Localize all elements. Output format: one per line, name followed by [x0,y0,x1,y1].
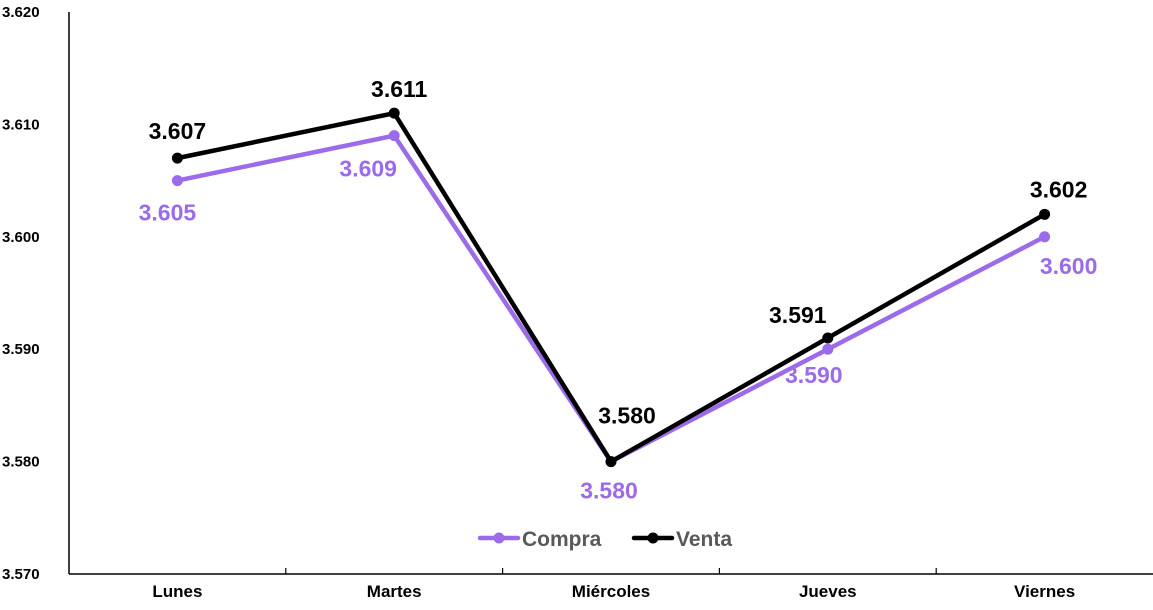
data-point-compra [388,130,400,142]
data-point-compra [1039,231,1051,243]
x-tick-label: Viernes [1014,582,1075,601]
legend-label: Compra [522,528,602,551]
data-point-venta [605,456,617,468]
legend-swatch-marker [493,532,505,544]
x-tick-label: Jueves [799,582,857,601]
x-tick-label: Martes [367,582,422,601]
series-lines [171,107,1051,468]
y-tick-label: 3.590 [2,341,40,358]
legend: Compra Venta [477,528,732,551]
legend-swatch-marker [647,532,659,544]
data-point-venta [171,152,183,164]
x-tick-label: Miércoles [572,582,650,601]
data-label-compra: 3.605 [139,200,197,226]
x-tick-label: Lunes [152,582,202,601]
data-point-venta [822,332,834,344]
y-tick-label: 3.580 [2,454,40,471]
y-tick-label: 3.610 [2,116,40,133]
data-label-venta: 3.611 [371,76,427,102]
data-label-compra: 3.580 [580,478,638,504]
data-label-compra: 3.600 [1040,253,1098,279]
data-label-venta: 3.591 [769,302,827,328]
legend-label: Venta [676,528,732,551]
data-point-venta [388,107,400,119]
data-label-compra: 3.590 [785,362,843,388]
data-label-venta: 3.607 [149,118,207,144]
data-point-venta [1039,208,1051,220]
legend-item-venta: Venta [631,528,732,551]
data-label-compra: 3.609 [339,156,397,182]
data-point-compra [171,175,183,187]
y-tick-label: 3.570 [2,566,40,583]
legend-item-compra: Compra [477,528,602,551]
axes: 3.570 3.580 3.590 3.600 3.610 3.620 Lunes Marte… [2,4,1153,601]
data-label-venta: 3.602 [1030,176,1088,202]
y-tick-label: 3.600 [2,229,40,246]
y-tick-label: 3.620 [2,4,40,21]
data-point-compra [822,343,834,355]
data-labels: 3.605 3.609 3.580 3.590 3.600 3.607 3.611 3.580… [139,76,1098,503]
data-label-venta: 3.580 [598,403,656,429]
